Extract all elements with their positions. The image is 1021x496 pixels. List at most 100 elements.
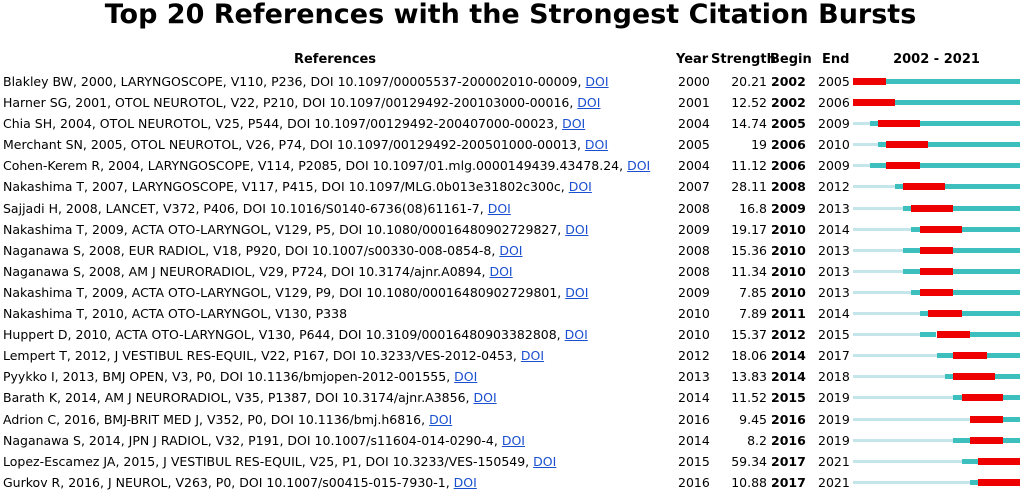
cited-segment <box>869 121 879 127</box>
pre-publication-segment <box>853 143 879 147</box>
end-cell: 2014 <box>818 306 850 322</box>
reference-cell: Naganawa S, 2008, AM J NEURORADIOL, V29,… <box>3 261 513 282</box>
year-cell: 2004 <box>678 116 710 132</box>
burst-segment <box>853 99 895 107</box>
begin-cell: 2011 <box>771 306 806 322</box>
doi-link[interactable]: DOI <box>627 158 651 174</box>
doi-link[interactable]: DOI <box>489 263 513 279</box>
doi-link[interactable]: DOI <box>487 200 511 216</box>
doi-link[interactable]: DOI <box>499 242 523 258</box>
cited-segment <box>886 79 1020 84</box>
reference-cell: Lopez-Escamez JA, 2015, J VESTIBUL RES-E… <box>3 451 556 472</box>
burst-timeline <box>853 373 1020 381</box>
cited-segment <box>1003 416 1020 422</box>
burst-segment <box>961 394 1004 402</box>
pre-publication-segment <box>853 206 904 210</box>
strength-cell: 13.83 <box>731 369 767 385</box>
burst-timeline <box>853 288 1020 296</box>
strength-cell: 11.52 <box>731 390 767 406</box>
pre-publication-segment <box>853 333 920 337</box>
burst-timeline <box>853 120 1020 128</box>
pre-publication-segment <box>853 459 962 463</box>
doi-link[interactable]: DOI <box>454 369 478 385</box>
end-cell: 2019 <box>818 432 850 448</box>
reference-text: Nakashima T, 2010, ACTA OTO-LARYNGOL, V1… <box>3 306 348 322</box>
doi-link[interactable]: DOI <box>585 74 609 89</box>
burst-segment <box>886 141 929 149</box>
reference-cell: Merchant SN, 2005, OTOL NEUROTOL, V26, P… <box>3 134 608 155</box>
reference-text: Blakley BW, 2000, LARYNGOSCOPE, V110, P2… <box>3 74 586 89</box>
reference-text: Lopez-Escamez JA, 2015, J VESTIBUL RES-E… <box>3 453 534 469</box>
year-cell: 2009 <box>678 284 710 300</box>
cited-segment <box>1003 395 1020 401</box>
doi-link[interactable]: DOI <box>501 432 525 448</box>
cited-segment <box>903 205 912 211</box>
pre-publication-segment <box>853 417 970 421</box>
begin-cell: 2005 <box>771 116 806 132</box>
begin-cell: 2014 <box>771 348 806 364</box>
begin-cell: 2015 <box>771 390 806 406</box>
burst-timeline <box>853 162 1020 170</box>
doi-link[interactable]: DOI <box>520 348 545 364</box>
cited-segment <box>969 479 979 485</box>
doi-link[interactable]: DOI <box>473 390 497 406</box>
end-cell: 2006 <box>818 95 850 111</box>
year-cell: 2005 <box>678 137 710 153</box>
burst-timeline <box>853 204 1020 212</box>
year-cell: 2015 <box>678 453 710 469</box>
end-cell: 2018 <box>818 369 850 385</box>
cited-segment <box>953 268 1020 274</box>
doi-link[interactable]: DOI <box>577 95 601 111</box>
doi-link[interactable]: DOI <box>565 221 589 237</box>
doi-link[interactable]: DOI <box>564 327 588 343</box>
burst-segment <box>919 288 954 296</box>
doi-link[interactable]: DOI <box>565 284 589 300</box>
strength-cell: 19 <box>751 137 767 153</box>
burst-segment <box>911 204 954 212</box>
cited-segment <box>953 247 1020 253</box>
year-cell: 2016 <box>678 474 710 490</box>
doi-link[interactable]: DOI <box>453 474 477 490</box>
strength-cell: 9.45 <box>739 411 767 427</box>
burst-timeline <box>853 394 1020 402</box>
pre-publication-segment <box>853 375 945 379</box>
doi-link[interactable]: DOI <box>562 116 586 132</box>
reference-text: Cohen-Kerem R, 2004, LARYNGOSCOPE, V114,… <box>3 158 628 174</box>
year-cell: 2004 <box>678 158 710 174</box>
cited-segment <box>961 226 1020 232</box>
cited-segment <box>919 332 937 338</box>
table-row: Naganawa S, 2014, JPN J RADIOL, V32, P19… <box>0 430 1021 451</box>
pre-publication-segment <box>853 354 937 358</box>
header-timeline-range: 2002 - 2021 <box>893 52 980 67</box>
cited-segment <box>894 100 1020 106</box>
doi-link[interactable]: DOI <box>568 179 592 195</box>
header-references: References <box>293 52 377 67</box>
burst-segment <box>919 246 954 254</box>
burst-segment <box>978 457 1020 465</box>
end-cell: 2013 <box>818 284 850 300</box>
burst-segment <box>978 478 1020 486</box>
cited-segment <box>961 458 979 464</box>
doi-link[interactable]: DOI <box>584 137 609 153</box>
doi-link[interactable]: DOI <box>533 453 557 469</box>
strength-cell: 11.34 <box>731 263 767 279</box>
table-row: Adrion C, 2016, BMJ-BRIT MED J, V352, P0… <box>0 409 1021 430</box>
begin-cell: 2010 <box>771 284 806 300</box>
pre-publication-segment <box>853 290 912 294</box>
strength-cell: 59.34 <box>731 453 767 469</box>
year-cell: 2014 <box>678 390 710 406</box>
doi-link[interactable]: DOI <box>429 411 453 427</box>
strength-cell: 15.36 <box>731 242 767 258</box>
header-strength: Strength <box>711 52 776 67</box>
table-row: Gurkov R, 2016, J NEUROL, V263, P0, DOI … <box>0 472 1021 493</box>
table-row: Naganawa S, 2008, AM J NEURORADIOL, V29,… <box>0 261 1021 282</box>
table-row: Lopez-Escamez JA, 2015, J VESTIBUL RES-E… <box>0 451 1021 472</box>
burst-timeline <box>853 415 1020 423</box>
cited-segment <box>953 289 1020 295</box>
cited-segment <box>953 437 970 443</box>
end-cell: 2021 <box>818 453 850 469</box>
reference-cell: Barath K, 2014, AM J NEURORADIOL, V35, P… <box>3 387 497 408</box>
cited-segment <box>944 184 1020 190</box>
strength-cell: 7.89 <box>739 306 767 322</box>
reference-text: Naganawa S, 2008, AM J NEURORADIOL, V29,… <box>3 263 490 279</box>
